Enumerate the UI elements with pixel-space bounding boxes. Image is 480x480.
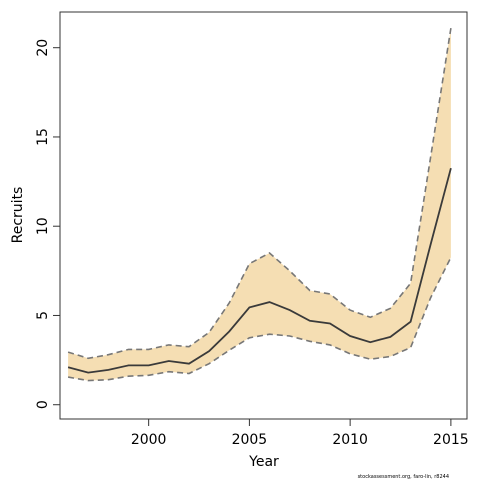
confidence-band xyxy=(68,28,451,381)
credit-text: stockassessment.org, faro-lin, r8244 xyxy=(358,474,449,480)
lower-bound-line xyxy=(67,257,452,382)
y-axis: 0 5 10 15 20 xyxy=(35,39,60,409)
y-tick-label: 15 xyxy=(35,128,51,146)
x-tick-label: 2000 xyxy=(131,432,167,448)
plot-frame xyxy=(59,11,468,420)
x-tick-label: 2010 xyxy=(332,432,368,448)
x-tick-label: 2005 xyxy=(232,432,268,448)
x-axis: 2000 2005 2010 2015 xyxy=(131,419,469,448)
y-tick-label: 10 xyxy=(35,217,51,235)
estimate-line xyxy=(67,167,452,374)
y-axis-title: Recruits xyxy=(10,187,26,244)
y-tick-label: 5 xyxy=(35,311,51,320)
y-tick-label: 0 xyxy=(35,400,51,409)
x-axis-title: Year xyxy=(248,454,279,470)
y-tick-label: 20 xyxy=(35,39,51,57)
x-tick-label: 2015 xyxy=(433,432,469,448)
upper-bound-line xyxy=(67,27,452,360)
